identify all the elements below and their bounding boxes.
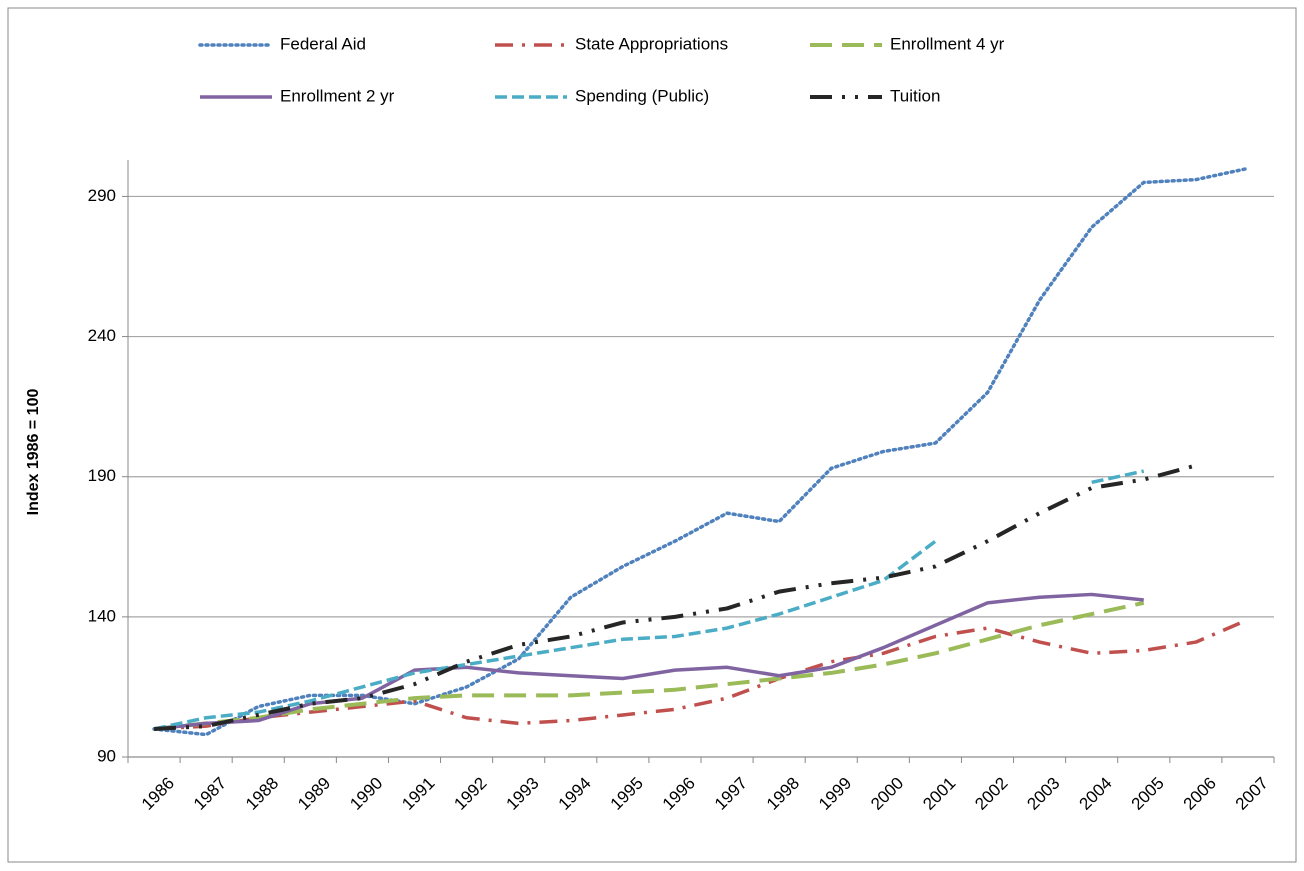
- y-axis-title: Index 1986 = 100: [25, 389, 42, 516]
- legend-label: Enrollment 4 yr: [890, 34, 1005, 53]
- legend-label: State Appropriations: [575, 34, 728, 53]
- legend-label: Spending (Public): [575, 86, 709, 105]
- y-tick-label: 140: [88, 606, 116, 625]
- series-line: [153, 463, 1197, 731]
- legend-label: Tuition: [890, 86, 940, 105]
- legend-label: Enrollment 2 yr: [280, 86, 395, 105]
- y-tick-label: 290: [88, 186, 116, 205]
- y-tick-label: 240: [88, 326, 116, 345]
- series-line: [153, 600, 1145, 731]
- y-tick-label: 190: [88, 466, 116, 485]
- y-tick-label: 90: [97, 746, 116, 765]
- series-line: [153, 592, 1144, 731]
- series-line: [153, 469, 1145, 731]
- series-line: [153, 618, 1249, 731]
- legend-label: Federal Aid: [280, 34, 366, 53]
- series-line: [152, 166, 1250, 737]
